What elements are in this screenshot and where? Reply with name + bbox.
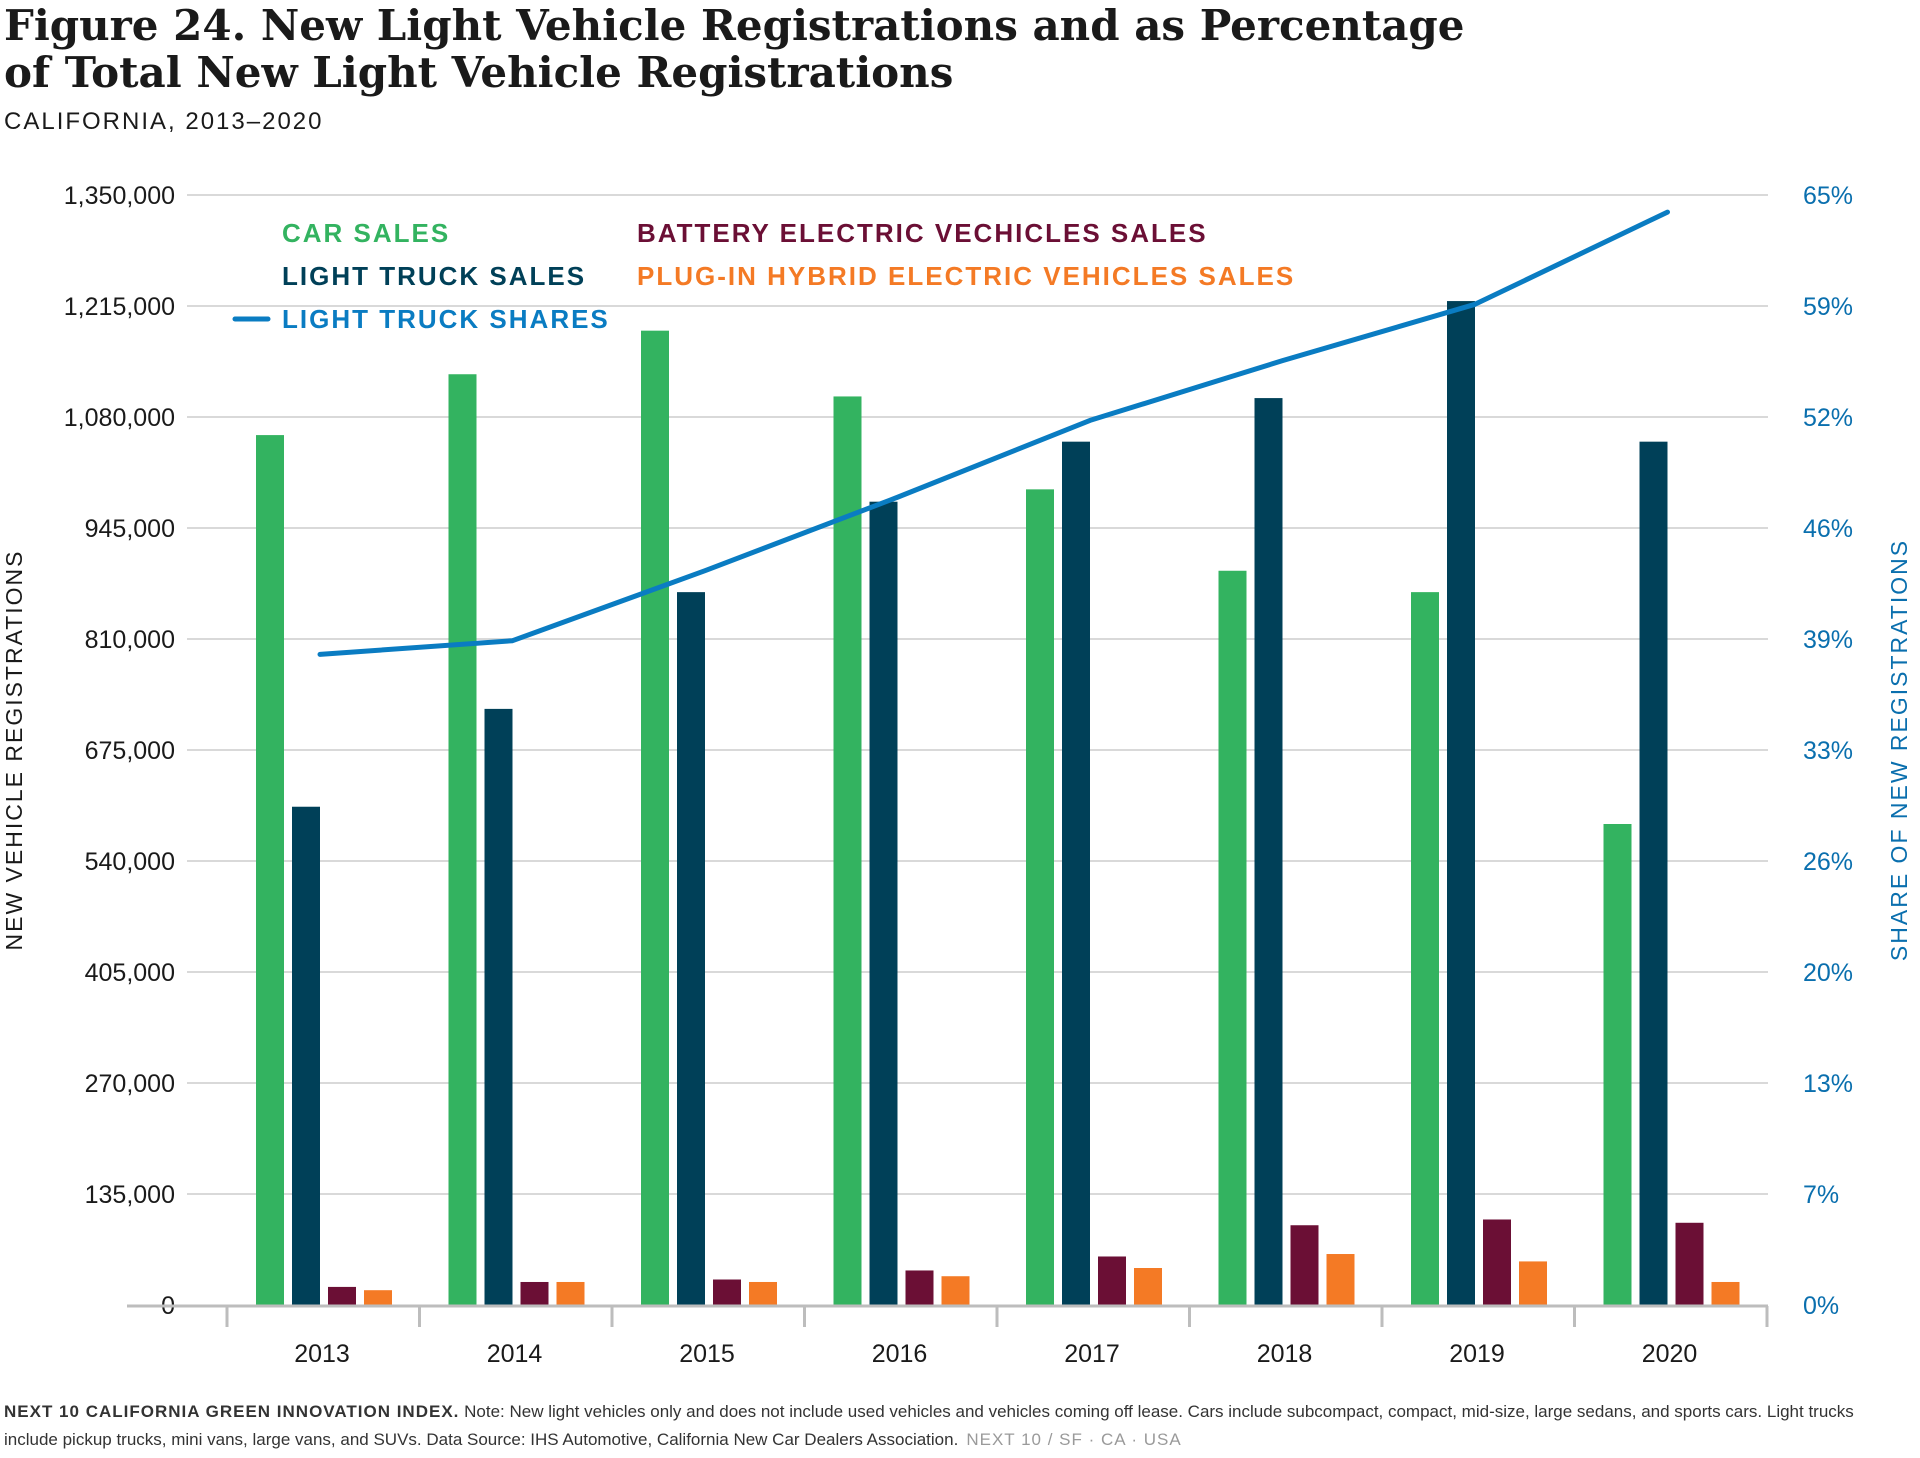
legend-label: BATTERY ELECTRIC VECHICLES SALES (637, 218, 1208, 248)
footnote-brand: NEXT 10 / SF · CA · USA (966, 1430, 1182, 1449)
light-truck-share-line (317, 209, 1670, 657)
bar-phev-2019 (1519, 1261, 1547, 1305)
bar-truck-2013 (292, 806, 320, 1305)
bar-phev-2017 (1134, 1268, 1162, 1305)
y-tick-label: 945,000 (85, 515, 175, 543)
bar-car-2020 (1603, 824, 1632, 1305)
legend-label: CAR SALES (282, 218, 450, 248)
bar-car-2015 (641, 330, 669, 1306)
footnote: NEXT 10 CALIFORNIA GREEN INNOVATION INDE… (4, 1398, 1904, 1454)
y-tick-label: 1,215,000 (64, 293, 175, 321)
bar-bev-2016 (905, 1270, 934, 1305)
legend-label: LIGHT TRUCK SALES (282, 261, 586, 291)
chart-title: Figure 24. New Light Vehicle Registratio… (4, 1, 1465, 97)
y-right-axis-title: SHARE OF NEW REGISTRATIONS (1886, 539, 1912, 961)
axes: 0135,000270,000405,000540,000675,000810,… (1, 182, 1912, 1368)
y-tick-label: 405,000 (85, 959, 175, 987)
bars (256, 301, 1740, 1306)
y-axis-title: NEW VEHICLE REGISTRATIONS (1, 549, 27, 950)
x-tick-label: 2013 (294, 1340, 350, 1368)
bar-bev-2017 (1098, 1256, 1126, 1305)
legend-label: PLUG-IN HYBRID ELECTRIC VEHICLES SALES (637, 261, 1295, 291)
bar-phev-2020 (1711, 1281, 1740, 1305)
footnote-note: Note: New light vehicles only and does n… (4, 1402, 1854, 1449)
footnote-org: NEXT 10 CALIFORNIA GREEN INNOVATION INDE… (4, 1402, 460, 1421)
bar-truck-2015 (677, 592, 705, 1305)
bar-bev-2018 (1290, 1225, 1319, 1305)
y-tick-label: 675,000 (85, 737, 175, 765)
bar-car-2016 (833, 396, 862, 1305)
bar-truck-2020 (1639, 441, 1668, 1306)
bar-truck-2014 (484, 708, 513, 1305)
y-right-tick-label: 20% (1803, 959, 1853, 987)
x-tick-label: 2014 (487, 1340, 543, 1368)
y-right-tick-label: 46% (1803, 515, 1853, 543)
y-tick-label: 270,000 (85, 1070, 175, 1098)
bar-phev-2014 (556, 1281, 585, 1305)
y-tick-label: 540,000 (85, 848, 175, 876)
x-tick-label: 2019 (1449, 1340, 1505, 1368)
x-tick-label: 2020 (1642, 1340, 1698, 1368)
bar-phev-2016 (941, 1276, 970, 1305)
bar-bev-2015 (713, 1279, 741, 1305)
bar-phev-2018 (1326, 1254, 1355, 1305)
x-tick-label: 2018 (1257, 1340, 1313, 1368)
bar-car-2013 (256, 435, 284, 1306)
x-tick-label: 2016 (872, 1340, 928, 1368)
x-tick-label: 2017 (1064, 1340, 1120, 1368)
bar-phev-2013 (364, 1290, 392, 1305)
bar-car-2019 (1411, 592, 1439, 1305)
y-right-tick-label: 52% (1803, 404, 1853, 432)
bar-bev-2014 (520, 1281, 549, 1305)
gridlines (187, 194, 1768, 1195)
y-right-tick-label: 59% (1803, 293, 1853, 321)
y-right-tick-label: 33% (1803, 737, 1853, 765)
chart-area: 0135,000270,000405,000540,000675,000810,… (1, 182, 1912, 1368)
share-line (317, 209, 1670, 657)
bar-truck-2017 (1062, 441, 1090, 1306)
y-right-tick-label: 65% (1803, 182, 1853, 210)
legend: CAR SALES LIGHT TRUCK SALES LIGHT TRUCK SH… (232, 218, 1295, 334)
bar-truck-2016 (869, 501, 898, 1305)
y-tick-label: 1,080,000 (64, 404, 175, 432)
y-tick-label: 1,350,000 (64, 182, 175, 210)
bar-truck-2019 (1447, 301, 1475, 1306)
y-right-tick-label: 26% (1803, 848, 1853, 876)
bar-bev-2013 (328, 1286, 356, 1305)
y-right-tick-label: 7% (1803, 1181, 1839, 1209)
bar-truck-2018 (1254, 398, 1283, 1306)
y-right-tick-label: 39% (1803, 626, 1853, 654)
y-tick-label: 135,000 (85, 1181, 175, 1209)
bar-car-2018 (1218, 570, 1247, 1305)
y-right-tick-label: 0% (1803, 1292, 1839, 1320)
x-tick-label: 2015 (679, 1340, 735, 1368)
bar-car-2017 (1026, 489, 1054, 1305)
bar-phev-2015 (749, 1281, 777, 1305)
chart-subtitle: CALIFORNIA, 2013–2020 (4, 108, 324, 135)
y-tick-label: 810,000 (85, 626, 175, 654)
legend-label: LIGHT TRUCK SHARES (282, 304, 610, 334)
bar-bev-2020 (1675, 1222, 1704, 1305)
bar-bev-2019 (1483, 1219, 1511, 1305)
y-right-tick-label: 13% (1803, 1070, 1853, 1098)
bar-car-2014 (448, 374, 477, 1305)
